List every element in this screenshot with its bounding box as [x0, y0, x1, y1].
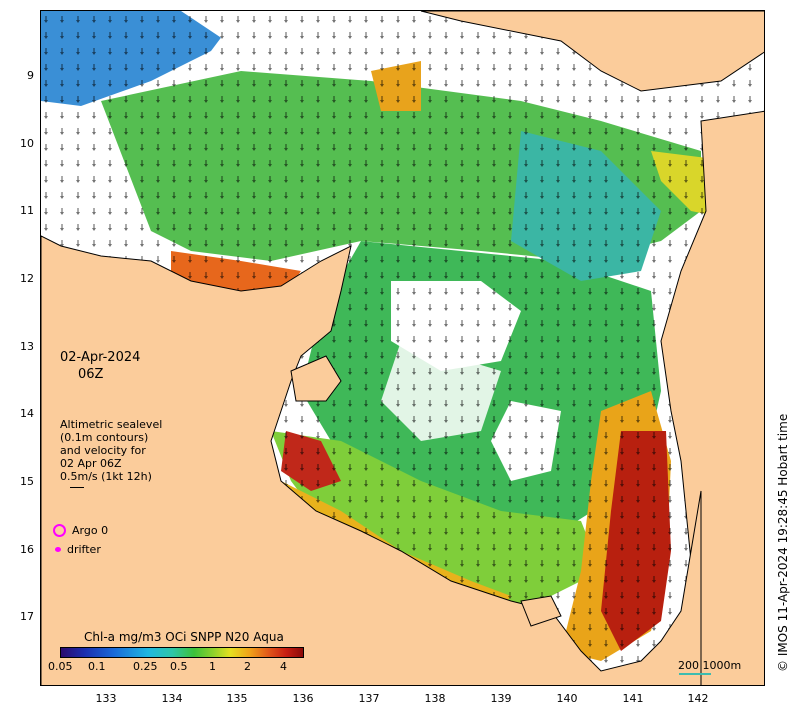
credit-text: © IMOS 11-Apr-2024 19:28:45 Hobart time [776, 413, 790, 672]
colorbar-tick-0.1: 0.1 [88, 660, 106, 673]
lon-tick-139: 139 [490, 692, 512, 705]
lon-tick-138: 138 [424, 692, 446, 705]
lat-tick-9: 9 [27, 69, 34, 82]
lat-tick-17: 17 [20, 610, 34, 623]
scale-label: 200 1000m [678, 659, 742, 672]
velocity-arrow-icon [70, 487, 84, 488]
time-text: 06Z [78, 367, 104, 382]
colorbar-tick-2: 2 [244, 660, 251, 673]
land-mask [41, 11, 764, 685]
drifter-label: drifter [67, 543, 101, 556]
colorbar-tick-0.05: 0.05 [48, 660, 73, 673]
legend-line-2: (0.1m contours) [60, 431, 149, 444]
argo-legend: Argo 0 [53, 524, 108, 537]
lat-tick-16: 16 [20, 543, 34, 556]
lon-tick-141: 141 [622, 692, 644, 705]
lat-tick-13: 13 [20, 340, 34, 353]
chlorophyll-map [41, 11, 764, 685]
lat-tick-15: 15 [20, 475, 34, 488]
drifter-dot-icon [55, 547, 61, 552]
lon-tick-137: 137 [358, 692, 380, 705]
scale-bar [679, 673, 711, 675]
lon-tick-134: 134 [161, 692, 183, 705]
lon-tick-142: 142 [687, 692, 709, 705]
argo-label: Argo 0 [72, 524, 109, 537]
argo-circle-icon [53, 524, 66, 537]
colorbar-tick-0.5: 0.5 [170, 660, 188, 673]
legend-line-3: and velocity for [60, 444, 146, 457]
lon-tick-133: 133 [95, 692, 117, 705]
lat-tick-12: 12 [20, 272, 34, 285]
map-area[interactable] [40, 10, 765, 686]
colorbar [60, 647, 304, 658]
colorbar-tick-0.25: 0.25 [133, 660, 158, 673]
legend-line-4: 02 Apr 06Z [60, 457, 122, 470]
colorbar-tick-1: 1 [209, 660, 216, 673]
drifter-legend: drifter [55, 543, 101, 556]
colorbar-tick-4: 4 [280, 660, 287, 673]
legend-line-5: 0.5m/s (1kt 12h) [60, 470, 152, 483]
lat-tick-11: 11 [20, 204, 34, 217]
date-label: 02-Apr-2024 06Z [60, 349, 140, 383]
lon-tick-135: 135 [226, 692, 248, 705]
lat-tick-14: 14 [20, 407, 34, 420]
lat-tick-10: 10 [20, 137, 34, 150]
altimetry-legend: Altimetric sealevel (0.1m contours) and … [60, 418, 162, 488]
colorbar-title: Chl-a mg/m3 OCi SNPP N20 Aqua [84, 630, 284, 644]
lon-tick-136: 136 [292, 692, 314, 705]
date-text: 02-Apr-2024 [60, 350, 141, 365]
lon-tick-140: 140 [556, 692, 578, 705]
legend-line-1: Altimetric sealevel [60, 418, 163, 431]
